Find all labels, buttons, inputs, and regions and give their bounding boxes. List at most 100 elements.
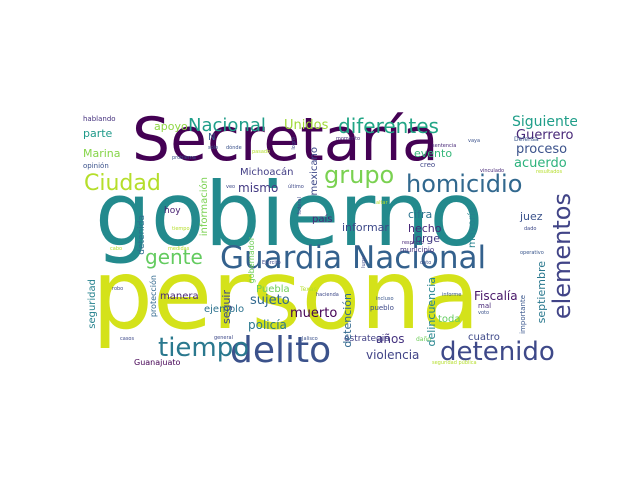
word-homicidio: homicidio: [406, 170, 523, 198]
word-cloud: persona gobierno Secretaría Guardia Naci…: [80, 107, 577, 373]
word-logro: logro: [291, 137, 297, 150]
word-cuatro: cuatro: [468, 332, 500, 343]
word-marina: Marina: [83, 147, 121, 160]
word-dato: dato: [420, 260, 432, 266]
word-evento: evento: [414, 147, 453, 160]
word-veo: veo: [226, 184, 236, 190]
word-anos: años: [376, 332, 405, 346]
word-texas: Texas: [300, 286, 317, 293]
word-vinculado: vinculado: [480, 168, 505, 174]
word-dano: daño: [416, 336, 431, 343]
word-vaya: vaya: [468, 138, 481, 144]
word-detenido: detenido: [440, 337, 555, 367]
word-secretaria: Secretaría: [132, 107, 439, 175]
word-federal: federal: [297, 197, 303, 215]
word-ultimo: último: [288, 184, 304, 190]
word-lugar: lugar: [361, 255, 367, 268]
word-ejemplo: ejemplo: [204, 304, 245, 315]
word-seguridad-publica: seguridad pública: [432, 360, 477, 366]
word-creo: creo: [420, 161, 436, 169]
word-mal: mal: [478, 302, 492, 310]
word-guerrero: Guerrero: [516, 128, 574, 143]
word-acuerdo: acuerdo: [514, 156, 567, 171]
word-puebla: Puebla: [256, 284, 290, 295]
word-manera: manera: [160, 291, 199, 302]
word-defensa: Defensa: [514, 136, 539, 143]
word-hoy: hoy: [164, 206, 181, 216]
word-toda: toda: [438, 314, 461, 325]
word-hacienda: hacienda: [316, 292, 339, 298]
word-guanajuato: Guanajuato: [134, 358, 181, 367]
word-grupo: grupo: [324, 161, 395, 189]
word-opinion: opinión: [83, 162, 109, 170]
word-detencion: detención: [341, 293, 354, 348]
word-apoyo: apoyo: [154, 120, 188, 133]
word-pais: país: [312, 214, 333, 225]
word-altar: altar: [376, 200, 388, 206]
word-mexicano: mexicano: [309, 147, 320, 196]
word-casos: casos: [120, 336, 135, 342]
word-policia: policía: [248, 318, 287, 332]
word-seguir: seguir: [220, 290, 233, 325]
word-general: general: [214, 335, 234, 341]
word-siguiente: Siguiente: [512, 114, 577, 130]
word-proteccion: protección: [149, 275, 158, 318]
word-sujeto: sujeto: [250, 293, 290, 308]
word-informe: informe: [442, 292, 462, 298]
word-hablando: hablando: [83, 115, 116, 123]
word-robo: robo: [112, 286, 124, 292]
word-hecho: hecho: [408, 222, 442, 235]
word-persona: persona: [92, 239, 480, 351]
word-tiempo: tiempo: [158, 333, 250, 363]
word-violencia: violencia: [366, 348, 420, 362]
word-gente: gente: [145, 245, 203, 269]
word-diferentes: diferentes: [338, 114, 439, 138]
word-donde: dónde: [226, 145, 242, 151]
word-informacion: información: [199, 177, 210, 237]
word-pueblo: pueblo: [370, 304, 394, 312]
word-fiscalia: Fiscalía: [474, 289, 518, 303]
word-jalisco: Jalisco: [302, 336, 318, 342]
word-ciudad: Ciudad: [84, 171, 161, 196]
word-michoacan: Michoacán: [240, 167, 294, 178]
word-respecto: respecto: [402, 240, 424, 246]
word-importante: importante: [519, 295, 527, 334]
word-gobierno: gobierno: [95, 163, 484, 266]
word-tiempo-small: tiempo: [172, 226, 190, 232]
word-nacional: Nacional: [188, 115, 266, 136]
word-proceso: proceso: [516, 142, 568, 157]
word-informar: informar: [342, 221, 389, 234]
word-cifra: cifra: [408, 208, 433, 221]
word-incluso: incluso: [376, 296, 394, 302]
word-voto: voto: [478, 310, 490, 316]
word-ejercito: Ejército: [262, 260, 281, 266]
word-mayoria: mayoría: [467, 207, 478, 248]
word-jorge: Jorge: [412, 232, 441, 245]
word-momento: momento: [336, 136, 361, 142]
word-mismo: mismo: [238, 181, 279, 195]
word-medidas: medidas: [168, 246, 190, 252]
word-juez: juez: [520, 210, 543, 223]
word-pasado: pasado: [252, 149, 271, 155]
word-unidos: Unidos: [284, 118, 329, 133]
word-solo: sólo: [208, 145, 219, 151]
word-estrategia: estrategia: [344, 334, 390, 344]
word-muerto: muerto: [290, 306, 338, 321]
word-dado: dado: [524, 226, 537, 232]
word-municipio: municipio: [400, 246, 435, 254]
word-n: N: [208, 132, 216, 143]
word-seguridad: seguridad: [87, 279, 98, 329]
word-problema: problema: [172, 155, 196, 161]
word-detenida: detenida: [137, 215, 147, 255]
word-delito: delito: [230, 330, 332, 371]
word-gobernador: gobernador: [247, 237, 256, 284]
word-septiembre: septiembre: [535, 261, 548, 324]
word-sentencia: sentencia: [432, 143, 457, 149]
word-parte: parte: [83, 127, 113, 140]
word-resultados: resultados: [536, 169, 563, 175]
word-elementos: elementos: [548, 193, 576, 320]
word-guardia-nacional: Guardia Nacional: [220, 240, 487, 276]
word-operativo: operativo: [520, 250, 544, 256]
word-cabo: cabo: [110, 246, 123, 252]
